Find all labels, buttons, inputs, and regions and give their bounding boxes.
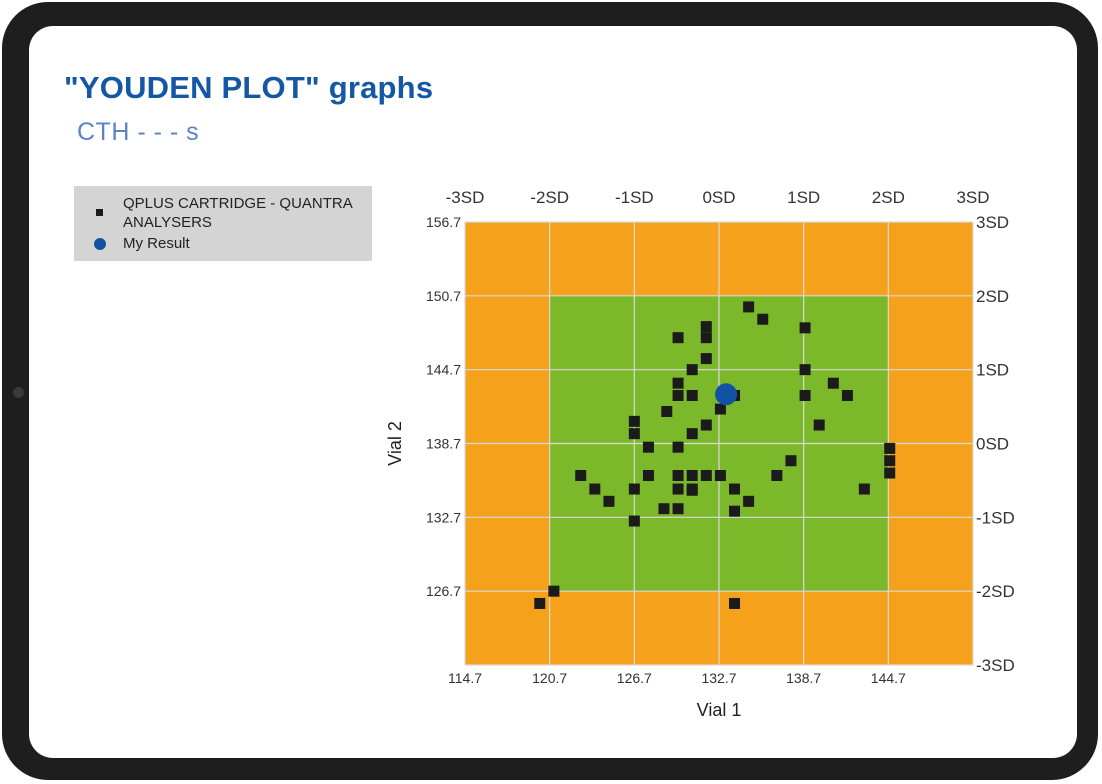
data-point: [672, 469, 684, 481]
data-point: [700, 353, 712, 365]
data-point: [714, 403, 726, 415]
data-point: [858, 483, 870, 495]
data-point: [575, 469, 587, 481]
data-point: [714, 469, 726, 481]
data-point: [672, 503, 684, 515]
data-point: [700, 321, 712, 333]
data-point: [603, 495, 615, 507]
data-point: [743, 301, 755, 313]
data-point: [672, 483, 684, 495]
data-point: [700, 469, 712, 481]
data-point: [672, 390, 684, 402]
data-point: [799, 390, 811, 402]
y-tick-label: 132.7: [426, 509, 461, 525]
data-point: [672, 377, 684, 389]
top-sd-label: 2SD: [872, 188, 905, 207]
top-sd-label: -1SD: [615, 188, 654, 207]
circle-marker-icon: [94, 238, 106, 250]
right-sd-label: 1SD: [976, 361, 1009, 380]
square-marker-icon: [96, 209, 103, 216]
data-point: [658, 503, 670, 515]
data-point: [548, 585, 560, 597]
data-point: [799, 322, 811, 334]
data-point: [672, 441, 684, 453]
data-point: [884, 442, 896, 454]
right-sd-label: 3SD: [976, 213, 1009, 232]
top-sd-label: -2SD: [530, 188, 569, 207]
y-tick-label: 138.7: [426, 436, 461, 452]
page-subtitle: CTH - - - s: [77, 118, 200, 146]
y-tick-label: 126.7: [426, 583, 461, 599]
y-tick-label: 144.7: [426, 362, 461, 378]
my-result-point: [715, 383, 738, 406]
x-tick-label: 126.7: [617, 670, 652, 686]
x-tick-label: 120.7: [532, 670, 567, 686]
data-point: [841, 390, 853, 402]
x-tick-label: 144.7: [871, 670, 906, 686]
right-sd-label: 2SD: [976, 287, 1009, 306]
data-point: [700, 419, 712, 431]
data-point: [686, 484, 698, 496]
chart-legend: QPLUS CARTRIDGE - QUANTRA ANALYSERS My R…: [74, 186, 372, 261]
data-point: [884, 467, 896, 479]
x-tick-label: 114.7: [448, 670, 482, 686]
data-point: [589, 483, 601, 495]
legend-label: My Result: [123, 235, 190, 252]
x-axis-title: Vial 1: [697, 700, 742, 720]
data-point: [757, 313, 769, 325]
right-sd-label: 0SD: [976, 435, 1009, 454]
data-point: [534, 597, 546, 609]
data-point: [785, 455, 797, 467]
data-point: [827, 377, 839, 389]
data-point: [729, 597, 741, 609]
right-sd-label: -2SD: [976, 582, 1015, 601]
top-sd-label: 0SD: [702, 188, 735, 207]
data-point: [642, 441, 654, 453]
data-point: [672, 332, 684, 344]
x-tick-label: 132.7: [701, 670, 736, 686]
data-point: [628, 415, 640, 427]
data-point: [729, 505, 741, 517]
data-point: [799, 364, 811, 376]
camera-icon: [13, 387, 24, 398]
data-point: [884, 455, 896, 467]
y-axis-title: Vial 2: [385, 421, 405, 466]
youden-plot: 114.7 120.7 126.7 132.7 138.7 144.7 126.7 132.7…: [385, 188, 1015, 720]
data-point: [686, 469, 698, 481]
data-point: [686, 364, 698, 376]
data-point: [628, 483, 640, 495]
page-title: "YOUDEN PLOT" graphs: [64, 70, 434, 105]
data-point: [686, 390, 698, 402]
top-sd-label: -3SD: [446, 188, 485, 207]
data-point: [813, 419, 825, 431]
screen: "YOUDEN PLOT" graphs CTH - - - s QPLUS C…: [29, 26, 1077, 758]
data-point: [628, 428, 640, 440]
top-sd-label: 1SD: [787, 188, 820, 207]
data-point: [729, 483, 741, 495]
data-point: [661, 406, 673, 418]
data-point: [743, 495, 755, 507]
legend-label: QPLUS CARTRIDGE - QUANTRA ANALYSERS: [123, 195, 352, 231]
top-sd-label: 3SD: [956, 188, 989, 207]
y-tick-label: 156.7: [426, 214, 461, 230]
right-sd-label: -1SD: [976, 508, 1015, 527]
data-point: [700, 332, 712, 344]
data-point: [642, 469, 654, 481]
data-point: [628, 515, 640, 527]
right-sd-label: -3SD: [976, 656, 1015, 675]
x-tick-label: 138.7: [786, 670, 821, 686]
data-point: [686, 428, 698, 440]
data-point: [771, 469, 783, 481]
y-tick-label: 150.7: [426, 288, 461, 304]
